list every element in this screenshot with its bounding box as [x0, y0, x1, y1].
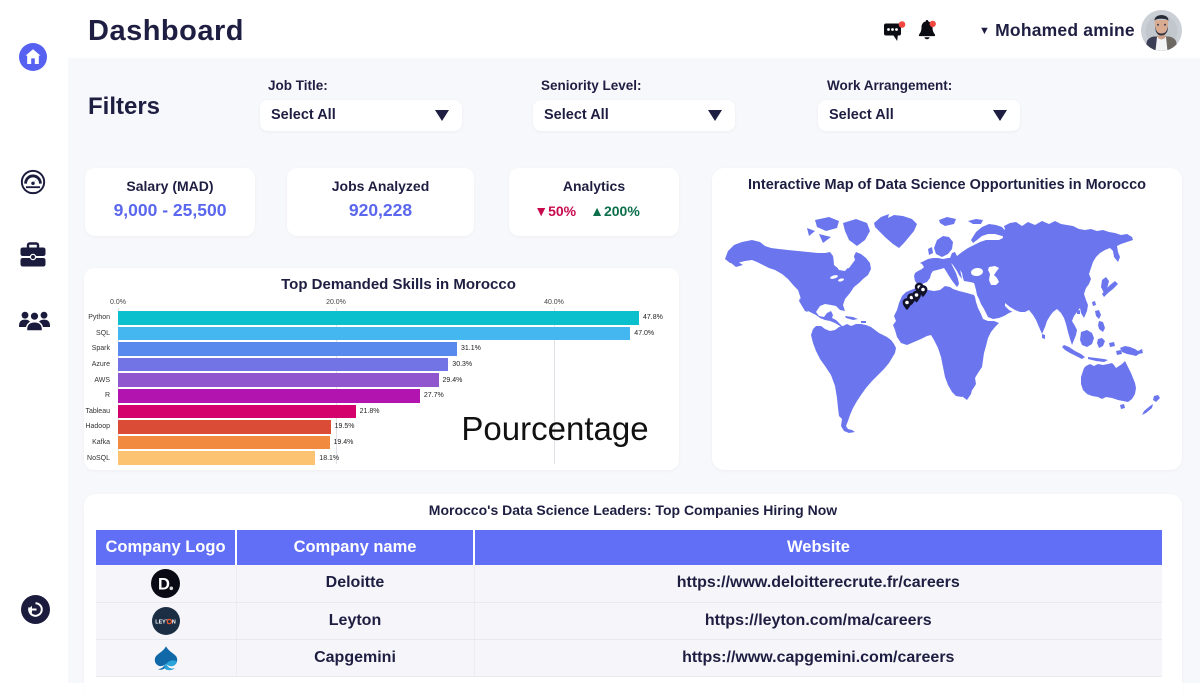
- svg-text:LEYT: LEYT: [155, 619, 169, 625]
- svg-text:D: D: [158, 575, 170, 593]
- svg-text:N: N: [172, 619, 176, 625]
